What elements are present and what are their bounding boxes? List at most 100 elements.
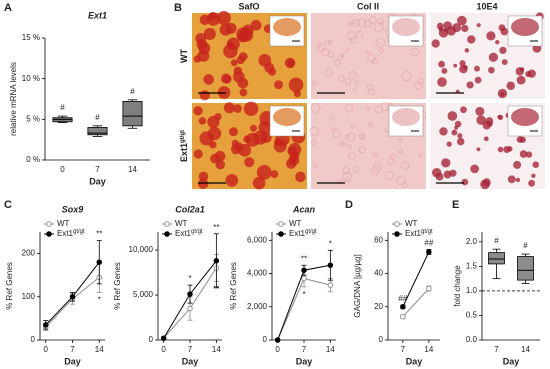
cell bbox=[253, 130, 268, 145]
panel-label: B bbox=[174, 2, 182, 14]
line bbox=[402, 288, 430, 318]
point bbox=[327, 262, 334, 268]
cell bbox=[483, 136, 489, 142]
cell bbox=[225, 174, 239, 187]
point bbox=[69, 294, 76, 300]
row-label: Ext1gt/gt bbox=[179, 130, 189, 162]
cell bbox=[396, 175, 406, 186]
cell bbox=[401, 181, 408, 188]
histology-image bbox=[430, 12, 545, 99]
cell bbox=[401, 71, 412, 81]
annotation: # bbox=[523, 241, 528, 250]
cell bbox=[437, 77, 447, 87]
cell bbox=[482, 178, 491, 187]
x-tick-label: 14 bbox=[521, 345, 530, 354]
cell bbox=[291, 151, 300, 160]
cell bbox=[461, 178, 469, 186]
y-tick-label: 15 % bbox=[22, 33, 40, 42]
y-axis-label: fold change bbox=[453, 265, 462, 307]
x-tick-label: 7 bbox=[401, 345, 406, 354]
cell bbox=[350, 36, 359, 44]
column-header: 10E4 bbox=[476, 1, 497, 11]
cell bbox=[365, 106, 371, 111]
y-tick-label: 1.5 bbox=[466, 261, 478, 270]
cell bbox=[367, 54, 376, 63]
cell bbox=[344, 134, 350, 140]
point bbox=[426, 285, 432, 292]
y-tick-label: 20 bbox=[374, 302, 383, 311]
cell bbox=[250, 19, 262, 31]
legend-label-main: WT bbox=[57, 219, 70, 228]
x-tick-label: 14 bbox=[326, 345, 335, 354]
legend-label-main: WT bbox=[175, 219, 188, 228]
cell bbox=[397, 138, 402, 143]
row-label-sup: gt/gt bbox=[180, 130, 186, 143]
legend-marker bbox=[394, 231, 400, 237]
cell bbox=[531, 173, 536, 179]
annotation: # bbox=[95, 113, 100, 122]
cell bbox=[515, 177, 521, 183]
cell bbox=[199, 131, 214, 146]
cell bbox=[447, 111, 458, 121]
chart-title: Ext1 bbox=[88, 10, 107, 20]
cell bbox=[349, 71, 357, 80]
y-tick-label: 10,000 bbox=[129, 245, 154, 254]
point bbox=[160, 335, 167, 341]
legend-label-sup: gt/gt bbox=[421, 229, 433, 235]
cell bbox=[268, 67, 277, 76]
cell bbox=[476, 23, 481, 28]
cell bbox=[339, 53, 345, 58]
cell bbox=[497, 146, 504, 153]
cell bbox=[233, 66, 243, 76]
point bbox=[213, 258, 220, 264]
cell bbox=[500, 27, 509, 36]
cell bbox=[344, 104, 353, 113]
cell bbox=[329, 115, 335, 121]
cell bbox=[456, 15, 467, 26]
cell bbox=[461, 24, 469, 33]
x-tick-label: 7 bbox=[70, 345, 75, 354]
cell bbox=[324, 69, 333, 77]
legend-label-sup: gt/gt bbox=[73, 229, 85, 235]
legend-label: WT bbox=[175, 219, 188, 228]
cell bbox=[345, 177, 351, 183]
chart-title: Sox9 bbox=[62, 204, 84, 214]
cell bbox=[342, 167, 350, 175]
cell bbox=[446, 141, 452, 147]
cell bbox=[222, 74, 232, 84]
y-tick-label: 4,000 bbox=[247, 269, 268, 278]
cell bbox=[400, 161, 410, 170]
column-header: Col II bbox=[357, 1, 379, 11]
legend-label-main: WT bbox=[405, 219, 418, 228]
cell bbox=[532, 161, 540, 169]
cell bbox=[327, 39, 333, 45]
x-tick-label: 14 bbox=[212, 345, 221, 354]
chart-title: Acan bbox=[292, 204, 316, 214]
row-label-main: WT bbox=[179, 49, 189, 63]
cell bbox=[476, 147, 481, 152]
cell bbox=[525, 70, 532, 78]
cell bbox=[230, 59, 238, 67]
cell bbox=[339, 141, 344, 147]
x-axis-label: Day bbox=[64, 356, 81, 366]
cell bbox=[239, 88, 248, 97]
cell bbox=[274, 80, 284, 90]
cell bbox=[367, 83, 374, 91]
cell bbox=[439, 127, 448, 136]
x-axis-label: Day bbox=[296, 356, 313, 366]
cell bbox=[286, 158, 297, 169]
box bbox=[122, 101, 143, 127]
cell bbox=[284, 57, 296, 69]
chart-title: Col2a1 bbox=[175, 204, 205, 214]
cell bbox=[449, 169, 457, 177]
cell bbox=[436, 22, 444, 30]
legend-label-main: Ext1 bbox=[57, 229, 74, 238]
y-tick-label: 1.0 bbox=[466, 286, 478, 295]
cell bbox=[358, 146, 366, 154]
cell bbox=[199, 90, 210, 101]
cell bbox=[346, 31, 357, 41]
cell bbox=[333, 59, 342, 67]
y-tick-label: 0 bbox=[31, 335, 36, 344]
cell bbox=[378, 47, 384, 54]
y-tick-label: 0 bbox=[149, 335, 154, 344]
